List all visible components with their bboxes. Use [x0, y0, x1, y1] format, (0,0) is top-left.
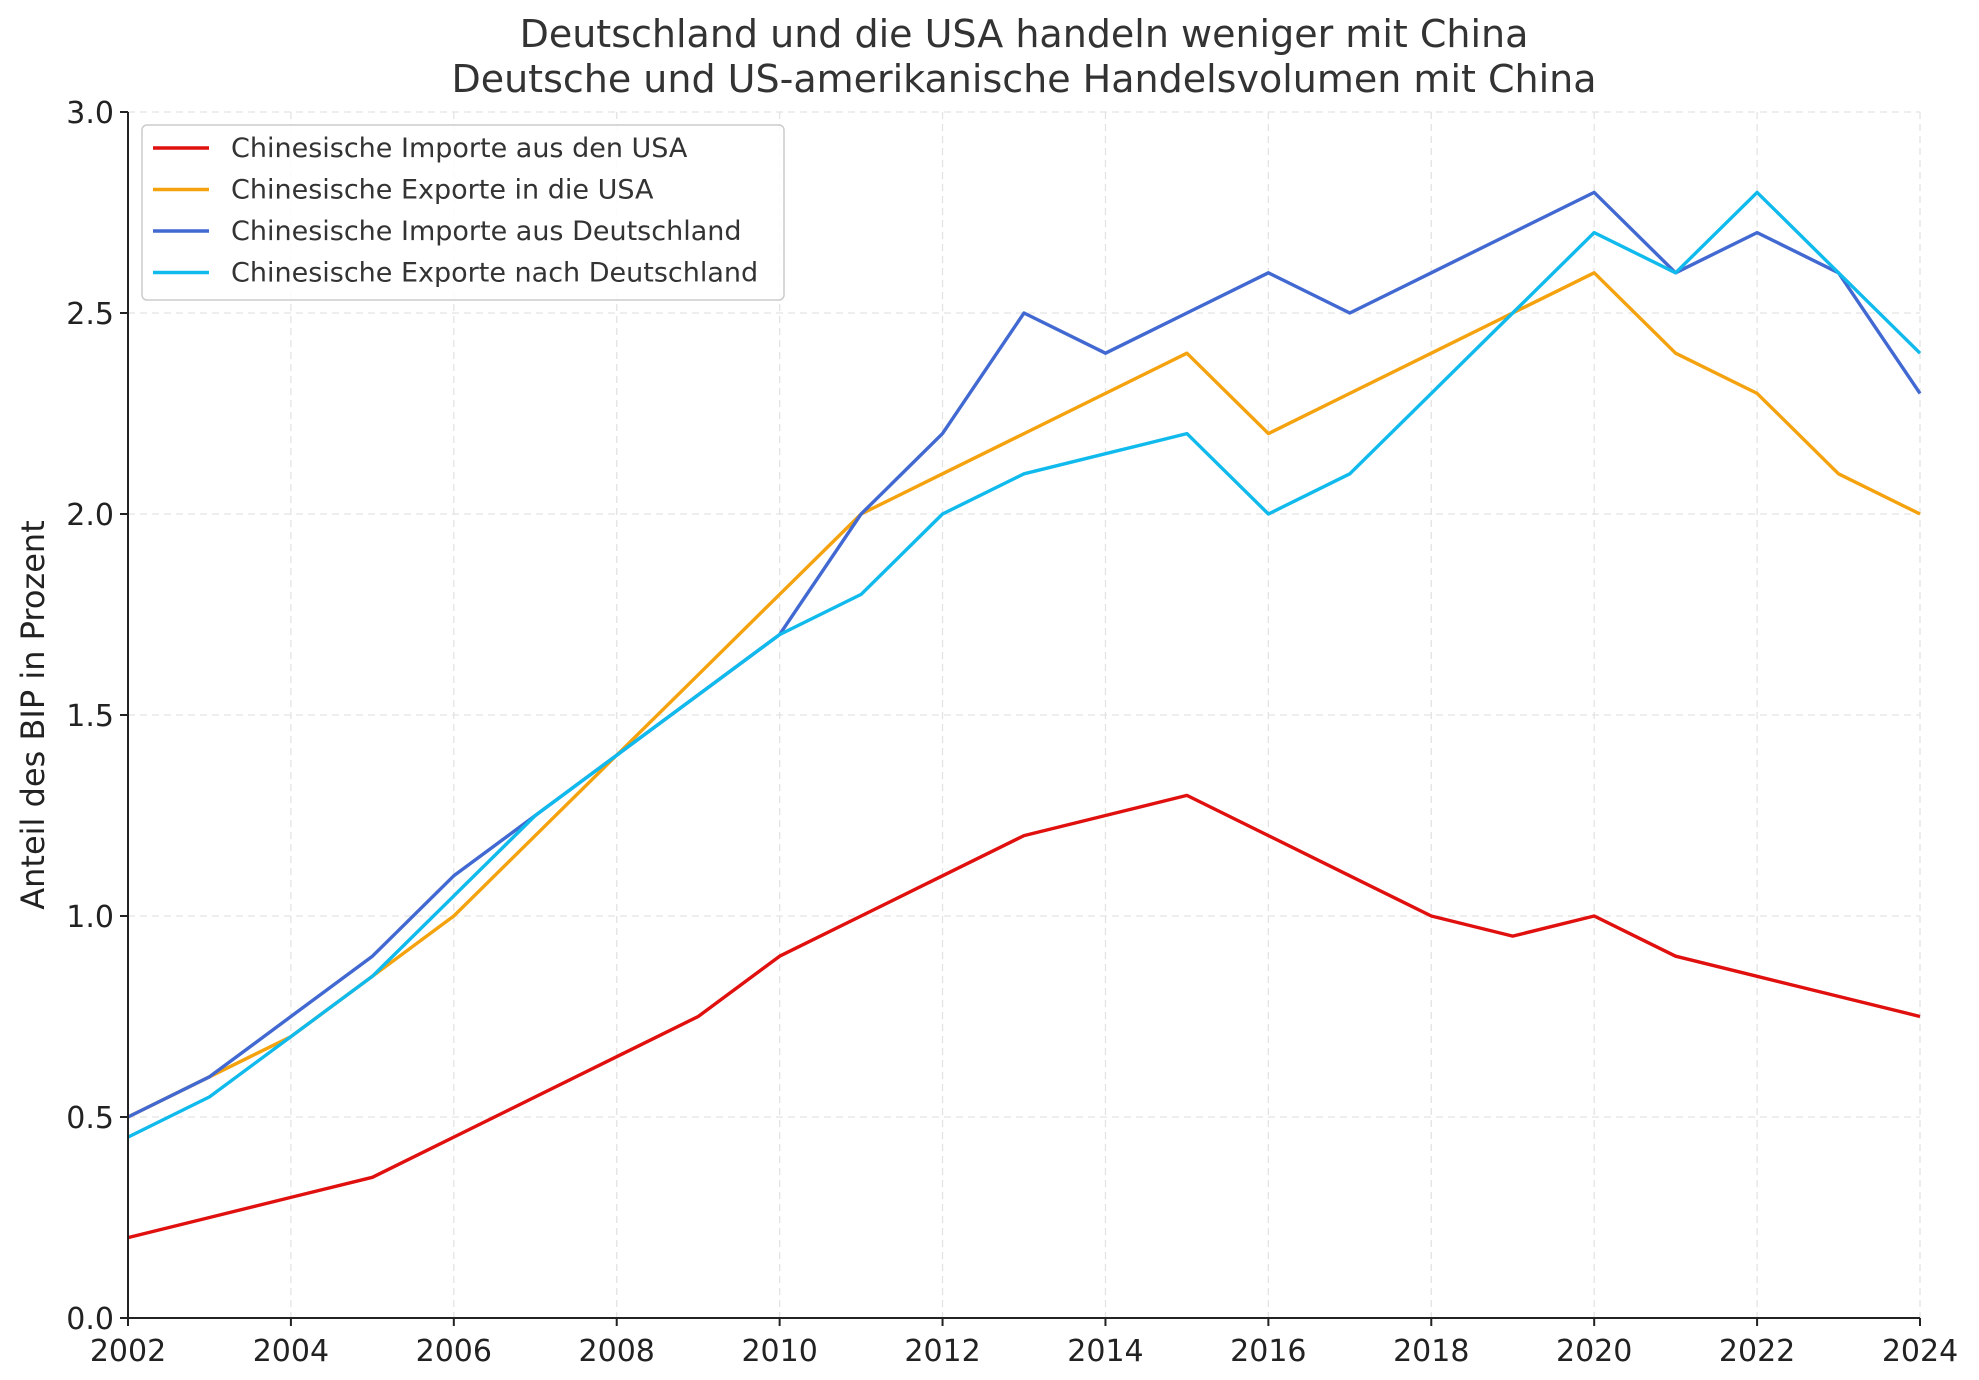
- legend-items: Chinesische Importe aus den USA Chinesisc…: [153, 133, 758, 289]
- x-tick-label: 2012: [904, 1334, 980, 1369]
- legend-label-3: Chinesische Importe aus Deutschland: [231, 216, 742, 247]
- series-line-2: [127, 271, 1921, 1119]
- chart-title: Deutschland und die USA handeln weniger …: [520, 12, 1529, 56]
- legend-label-4: Chinesische Exporte nach Deutschland: [231, 258, 758, 289]
- y-axis-ticks: 0.0 0.5 1.0 1.5 2.0 2.5 3.0: [66, 96, 128, 1337]
- series-lines: [127, 190, 1922, 1240]
- x-tick-label: 2014: [1067, 1334, 1143, 1369]
- x-tick-label: 2020: [1556, 1334, 1632, 1369]
- y-axis-label: Anteil des BIP in Prozent: [14, 520, 52, 909]
- chart-subtitle: Deutsche und US-amerikanische Handelsvol…: [451, 57, 1596, 101]
- y-tick-label: 3.0: [66, 96, 114, 131]
- legend-label-2: Chinesische Exporte in die USA: [231, 175, 654, 206]
- series-line-1: [127, 793, 1921, 1240]
- x-tick-label: 2016: [1230, 1334, 1306, 1369]
- series-line-3: [127, 190, 1922, 1119]
- y-tick-label: 1.0: [66, 900, 114, 935]
- x-tick-label: 2006: [416, 1334, 492, 1369]
- x-tick-label: 2018: [1393, 1334, 1469, 1369]
- x-tick-label: 2008: [579, 1334, 655, 1369]
- x-tick-label: 2022: [1719, 1334, 1795, 1369]
- y-tick-label: 0.5: [66, 1101, 114, 1136]
- legend-label-1: Chinesische Importe aus den USA: [231, 133, 688, 164]
- legend-box: [141, 124, 785, 301]
- x-tick-label: 2010: [741, 1334, 817, 1369]
- x-tick-label: 2024: [1882, 1334, 1958, 1369]
- y-tick-label: 2.5: [66, 297, 114, 332]
- x-tick-label: 2004: [253, 1334, 329, 1369]
- y-tick-label: 0.0: [66, 1302, 114, 1337]
- legend: Chinesische Importe aus den USA Chinesisc…: [141, 124, 785, 301]
- x-axis-ticks: 2002 2004 2006 2008 2010 2012 2014 2016 2018 2020…: [90, 1318, 1958, 1369]
- y-tick-label: 2.0: [66, 498, 114, 533]
- series-line-4: [127, 190, 1922, 1139]
- y-tick-label: 1.5: [66, 699, 114, 734]
- x-tick-label: 2002: [90, 1334, 166, 1369]
